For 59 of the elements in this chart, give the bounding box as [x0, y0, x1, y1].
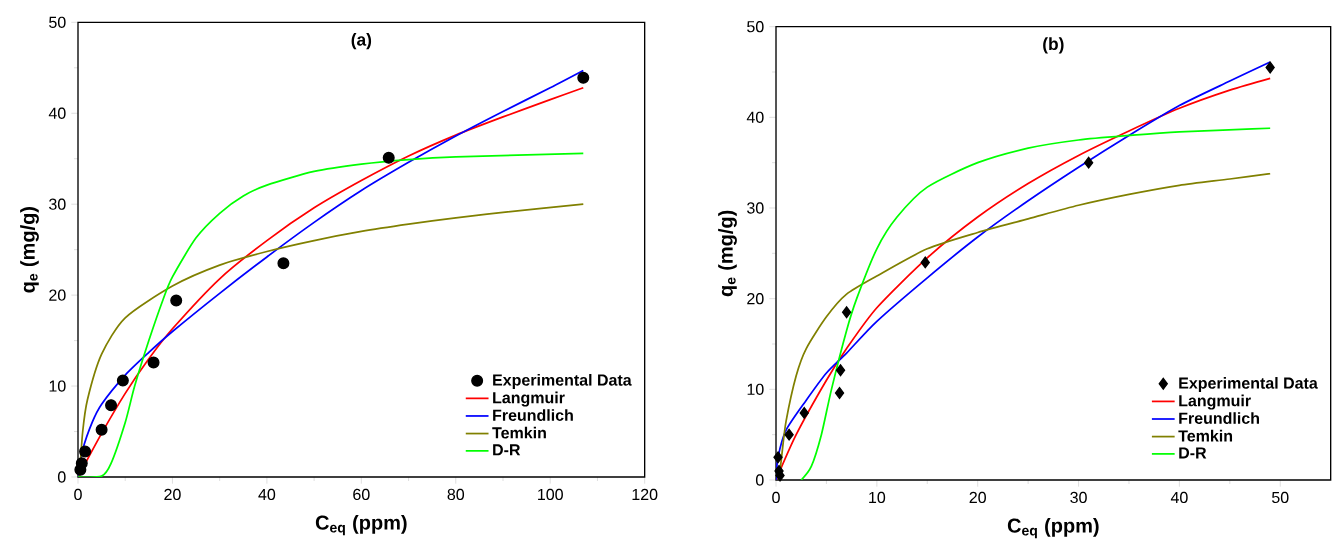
legend-label: Freundlich: [493, 409, 573, 421]
x-tick-label: 60: [353, 488, 370, 501]
x-tick-label: 100: [538, 488, 563, 501]
point: [79, 445, 92, 458]
point: [1265, 61, 1275, 74]
y-tick-label: 30: [747, 202, 764, 214]
y-tick-label: 10: [747, 383, 764, 395]
legend-label: Freundlich: [1179, 412, 1259, 424]
text: (a): [351, 33, 372, 50]
point: [170, 294, 183, 307]
x-tick-label: 10: [869, 491, 886, 504]
x-tick-label: 120: [632, 488, 658, 501]
legend-label: Experimental Data: [1179, 377, 1318, 392]
x-tick-label: 30: [1070, 491, 1087, 504]
legend-label: Temkin: [492, 426, 546, 439]
legend-label: D-R: [493, 444, 521, 456]
x-tick-label: 40: [258, 488, 276, 501]
legend-label: D-R: [1179, 447, 1207, 459]
y-tick-label: 50: [49, 16, 66, 28]
point: [147, 356, 160, 369]
y-tick-label: 40: [48, 107, 66, 119]
y-tick-label: 50: [747, 21, 764, 33]
y-tick-label: 0: [755, 474, 764, 486]
point: [773, 451, 783, 464]
x-tick-label: 20: [969, 491, 986, 504]
x-tick-label: 20: [164, 488, 181, 501]
point: [577, 71, 590, 84]
point: [382, 151, 395, 164]
y-axis-title: q$_{e}$ (mg/g): [718, 210, 737, 297]
text: (b): [1043, 37, 1064, 54]
point: [835, 364, 846, 377]
legend-label: Experimental Data: [493, 373, 632, 389]
y-tick-label: 10: [49, 380, 66, 392]
y-tick-label: 40: [746, 111, 764, 123]
point: [834, 386, 845, 399]
y-axis-title: q$_{e}$ (mg/g): [20, 206, 39, 293]
point: [920, 256, 930, 269]
legend-label: Langmuir: [493, 391, 565, 407]
x-axis-title: C$_{eq}$ (ppm): [1007, 517, 1099, 539]
point: [95, 423, 108, 436]
x-tick-label: 50: [1272, 491, 1289, 504]
point: [105, 399, 118, 412]
y-tick-label: 0: [57, 471, 66, 483]
legend-label: Temkin: [1178, 429, 1233, 442]
point: [116, 374, 129, 387]
legend-label: Langmuir: [1179, 394, 1251, 410]
x-axis-title: C$_{eq}$ (ppm): [315, 514, 407, 536]
point: [841, 306, 852, 319]
point: [784, 428, 794, 441]
x-tick-label: 40: [1170, 491, 1188, 504]
y-tick-label: 30: [49, 198, 66, 210]
point: [277, 257, 290, 270]
point: [799, 406, 809, 419]
y-tick-label: 20: [49, 289, 66, 301]
y-tick-label: 20: [747, 293, 764, 305]
point: [1083, 156, 1094, 169]
x-tick-label: 0: [772, 491, 780, 504]
x-tick-label: 80: [447, 488, 465, 501]
x-tick-label: 0: [74, 488, 82, 501]
